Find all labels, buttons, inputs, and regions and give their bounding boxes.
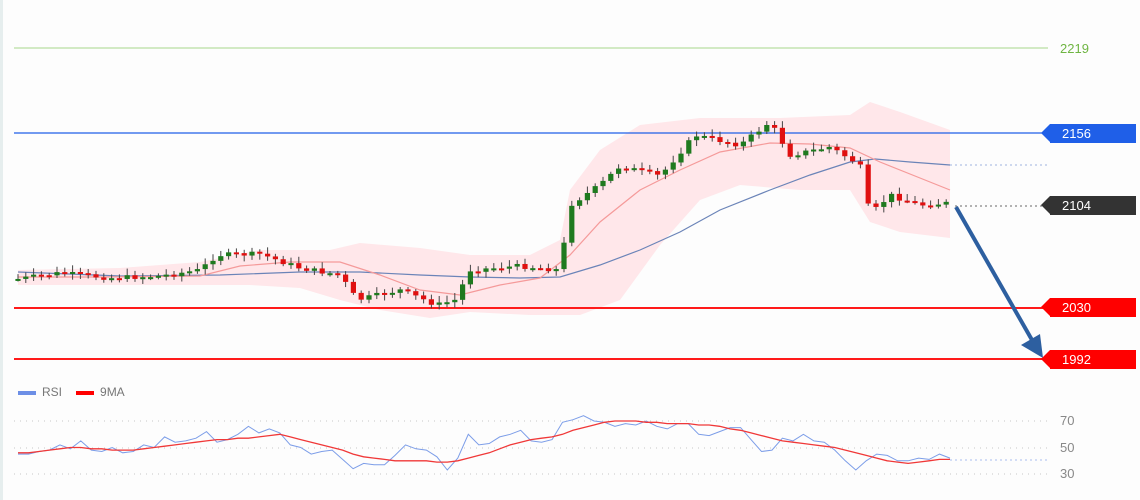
rsi-line — [18, 415, 951, 471]
ma-pink-line — [18, 142, 951, 296]
rsi-tick-30: 30 — [1060, 466, 1075, 481]
rsi-tick-50: 50 — [1060, 440, 1075, 455]
rsi-swatch-icon — [18, 390, 36, 395]
ma-blue-line — [17, 158, 951, 279]
ma-swatch-icon — [76, 390, 95, 395]
legend-rsi-label: RSI — [42, 385, 63, 399]
level-label-2219: 2219 — [1060, 41, 1089, 56]
forecast-arrow-head — [1021, 334, 1043, 358]
bollinger-band — [18, 102, 950, 318]
legend-item-rsi[interactable]: RSI — [18, 385, 62, 399]
legend-item-9ma[interactable]: 9MA — [76, 385, 125, 399]
level-label-1992: 1992 — [1041, 350, 1136, 369]
rsi-9ma-line — [18, 420, 950, 465]
rsi-legend: RSI 9MA — [18, 385, 125, 399]
candlesticks — [15, 121, 949, 310]
level-label-2156: 2156 — [1041, 124, 1136, 143]
level-label-2030: 2030 — [1041, 298, 1136, 317]
forecast-arrow-line — [954, 206, 1034, 341]
rsi-tick-70: 70 — [1060, 413, 1075, 428]
legend-9ma-label: 9MA — [100, 385, 125, 399]
chart-frame — [0, 0, 3, 500]
current-price-label: 2104 — [1041, 196, 1136, 215]
